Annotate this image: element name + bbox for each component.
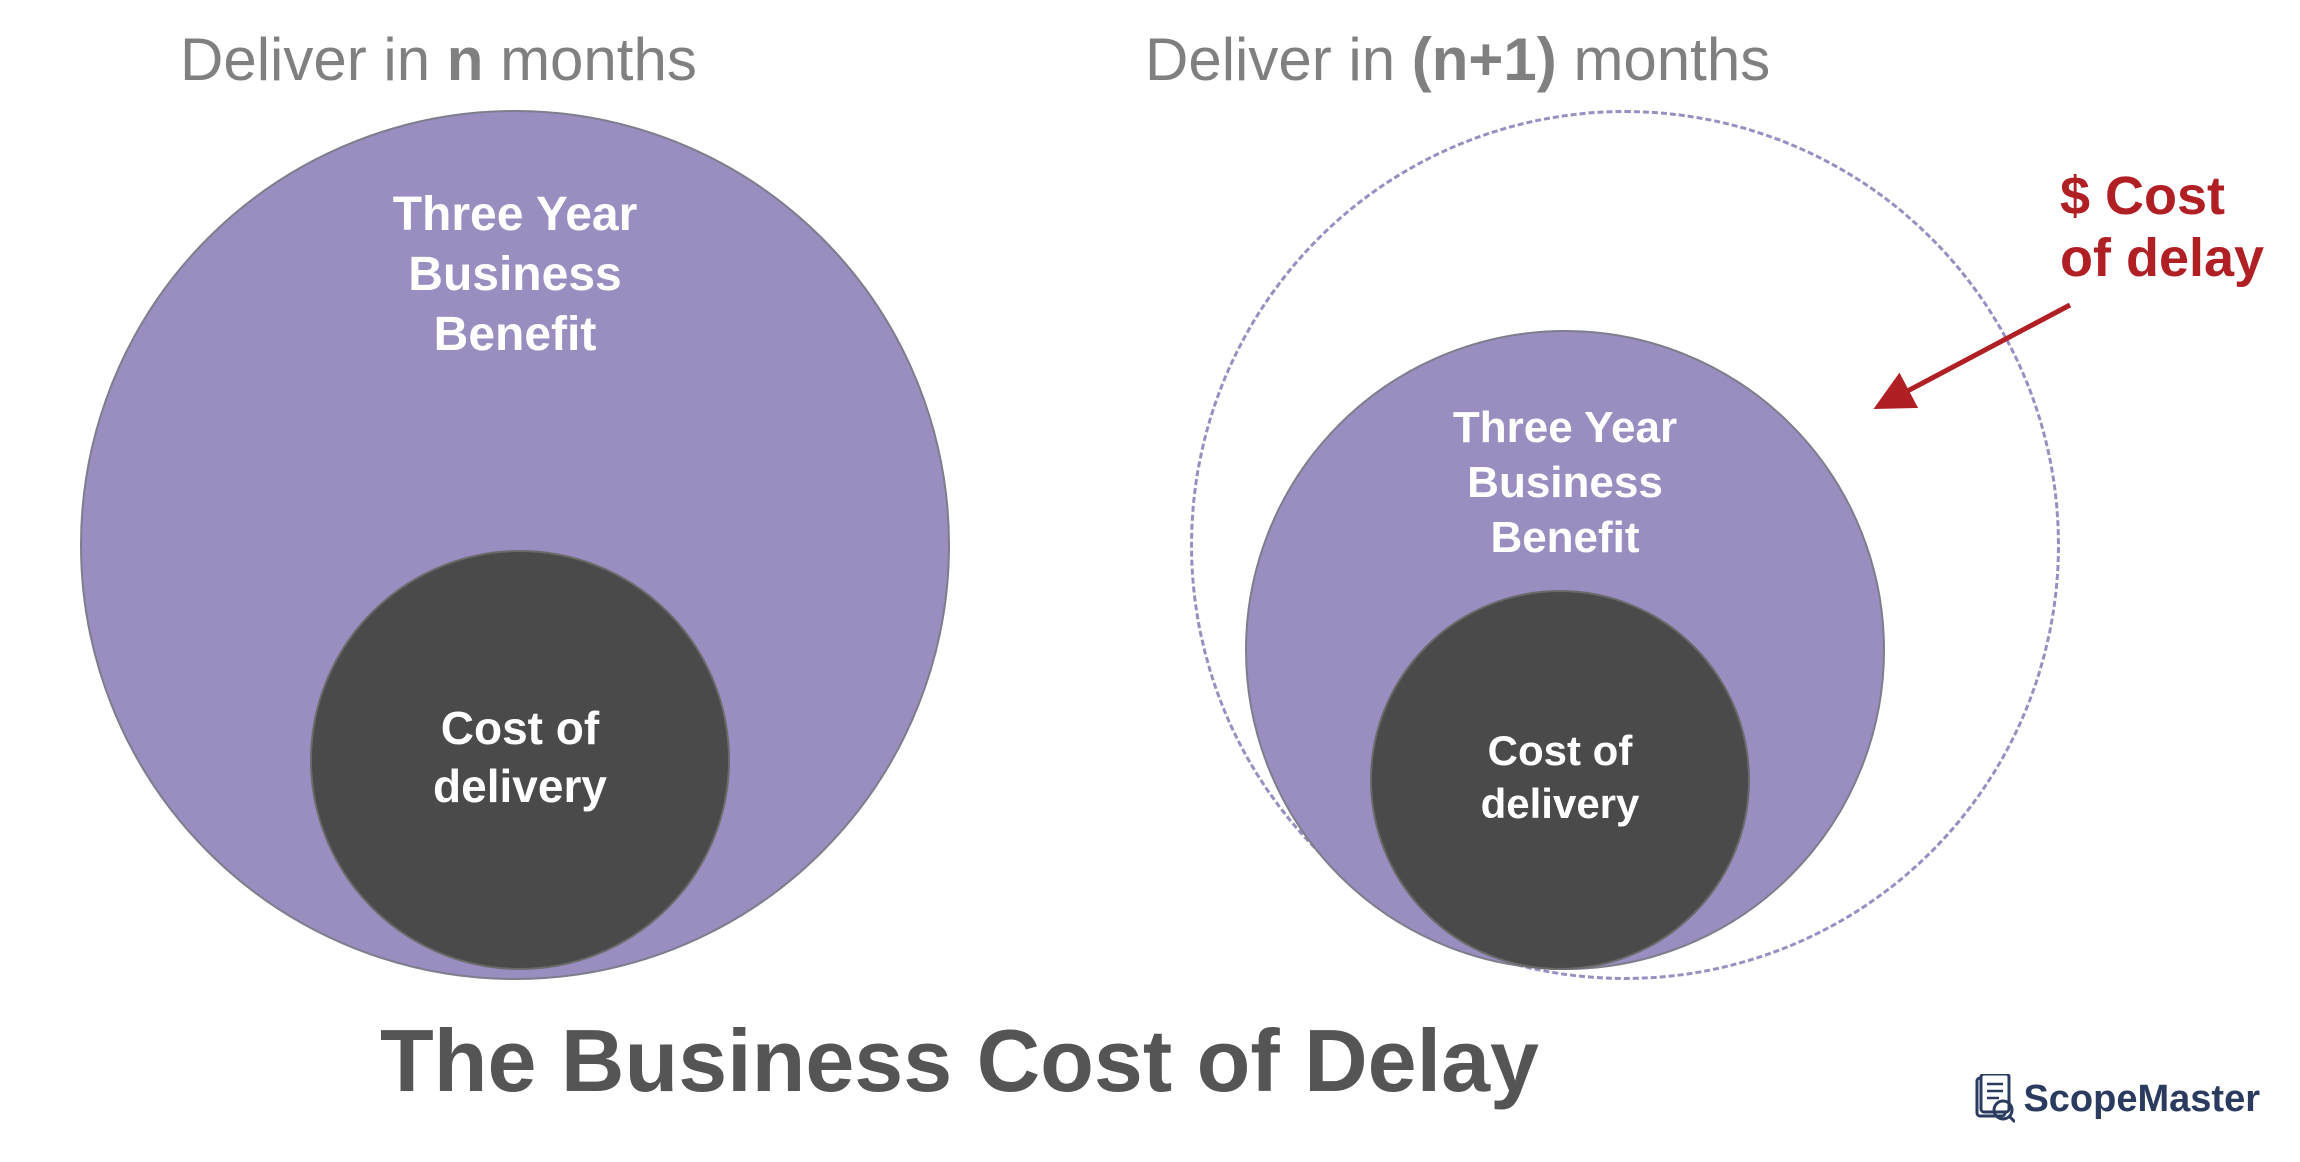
cost-of-delay-arrow-icon bbox=[1870, 290, 2090, 420]
scopemaster-logo-icon bbox=[1971, 1074, 2015, 1124]
left-benefit-label: Three Year Business Benefit bbox=[330, 185, 700, 365]
left-benefit-line1: Three Year bbox=[393, 188, 638, 241]
right-cost-line1: Cost of bbox=[1488, 727, 1633, 774]
heading-left-prefix: Deliver in bbox=[180, 26, 447, 93]
left-benefit-line2: Business Benefit bbox=[408, 248, 621, 361]
annotation-line1: $ Cost bbox=[2060, 166, 2225, 226]
cost-of-delay-annotation: $ Cost of delay bbox=[2060, 165, 2264, 289]
heading-right-suffix: months bbox=[1557, 26, 1770, 93]
scopemaster-logo: ScopeMaster bbox=[1971, 1074, 2260, 1124]
left-cost-line1: Cost of bbox=[441, 702, 599, 754]
heading-right: Deliver in (n+1) months bbox=[1145, 25, 1770, 94]
left-cost-line2: delivery bbox=[433, 760, 607, 812]
heading-right-prefix: Deliver in bbox=[1145, 26, 1412, 93]
left-cost-label: Cost of delivery bbox=[395, 700, 645, 815]
heading-left: Deliver in n months bbox=[180, 25, 697, 94]
main-title: The Business Cost of Delay bbox=[380, 1010, 1539, 1112]
heading-right-bold: (n+1) bbox=[1412, 26, 1557, 93]
annotation-line2: of delay bbox=[2060, 228, 2264, 288]
heading-left-bold: n bbox=[447, 26, 484, 93]
right-cost-label: Cost of delivery bbox=[1455, 725, 1665, 830]
scopemaster-logo-text: ScopeMaster bbox=[2023, 1078, 2260, 1121]
right-cost-line2: delivery bbox=[1481, 780, 1640, 827]
right-benefit-label: Three Year Business Benefit bbox=[1440, 400, 1690, 565]
right-benefit-line1: Three Year bbox=[1453, 403, 1677, 452]
heading-left-suffix: months bbox=[483, 26, 696, 93]
right-benefit-line2: Business bbox=[1467, 458, 1663, 507]
right-benefit-line3: Benefit bbox=[1490, 513, 1639, 562]
